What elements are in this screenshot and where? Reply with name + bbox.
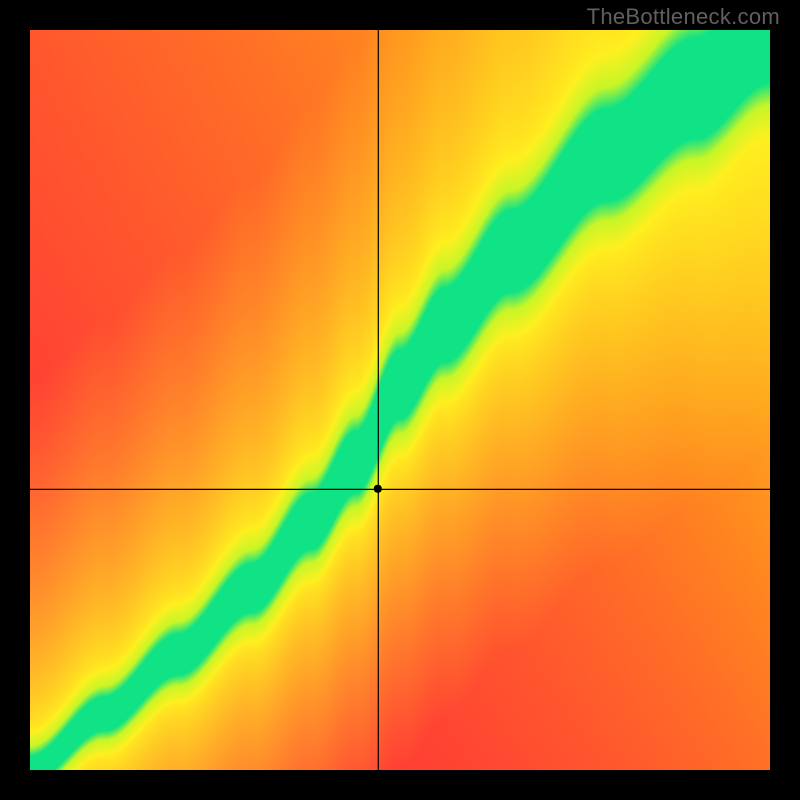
chart-stage: { "watermark": { "text": "TheBottleneck.…	[0, 0, 800, 800]
watermark-label: TheBottleneck.com	[587, 4, 780, 30]
bottleneck-heatmap-canvas	[0, 0, 800, 800]
